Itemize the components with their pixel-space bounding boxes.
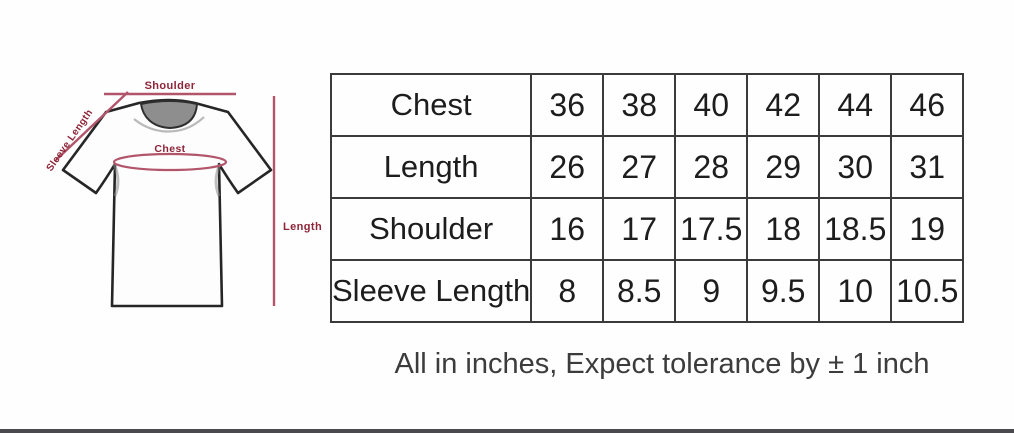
chest-value: 44 [818,73,893,137]
length-value: 26 [530,135,605,199]
shoulder-value: 19 [890,197,965,261]
chest-value: 40 [674,73,749,137]
table-row-sleeve-length: Sleeve Length 8 8.5 9 9.5 10 10.5 [329,259,965,323]
shoulder-label: Shoulder [145,80,196,92]
chest-measure-ellipse [112,152,228,172]
sleeve-length-measure-line [55,91,129,161]
length-value: 28 [674,135,749,199]
tshirt-measurement-diagram: Shoulder Sleeve Length Chest Length [45,80,322,308]
shoulder-value: 17.5 [674,197,749,261]
table-row-shoulder: Shoulder 16 17 17.5 18 18.5 19 [329,197,965,261]
chest-label: Chest [154,143,185,155]
collar [139,100,199,130]
table-row-chest: Chest 36 38 40 42 44 46 [329,73,965,137]
table-row-length: Length 26 27 28 29 30 31 [329,135,965,199]
shoulder-value: 18.5 [818,197,893,261]
bottom-bar [0,429,1014,433]
row-header-shoulder: Shoulder [329,197,533,261]
sleeve-length-value: 8 [530,259,605,323]
sleeve-length-value: 10 [818,259,893,323]
shoulder-value: 17 [602,197,677,261]
length-value: 30 [818,135,893,199]
length-label: Length [283,221,322,233]
chest-value: 36 [530,73,605,137]
length-value: 29 [746,135,821,199]
size-table: Chest 36 38 40 42 44 46 Length 26 27 28 … [329,73,965,323]
length-value: 27 [602,135,677,199]
shoulder-value: 18 [746,197,821,261]
length-value: 31 [890,135,965,199]
chest-value: 46 [890,73,965,137]
row-header-sleeve-length: Sleeve Length [329,259,533,323]
tolerance-note: All in inches, Expect tolerance by ± 1 i… [394,348,930,380]
sleeve-length-value: 10.5 [890,259,965,323]
under-collar-curve [133,116,205,133]
sleeve-length-value: 9.5 [746,259,821,323]
sleeve-length-value: 8.5 [602,259,677,323]
chest-value: 42 [746,73,821,137]
left-armpit-shading [112,163,120,197]
row-header-length: Length [329,135,533,199]
row-header-chest: Chest [329,73,533,137]
sleeve-length-value: 9 [674,259,749,323]
shoulder-value: 16 [530,197,605,261]
chest-value: 38 [602,73,677,137]
